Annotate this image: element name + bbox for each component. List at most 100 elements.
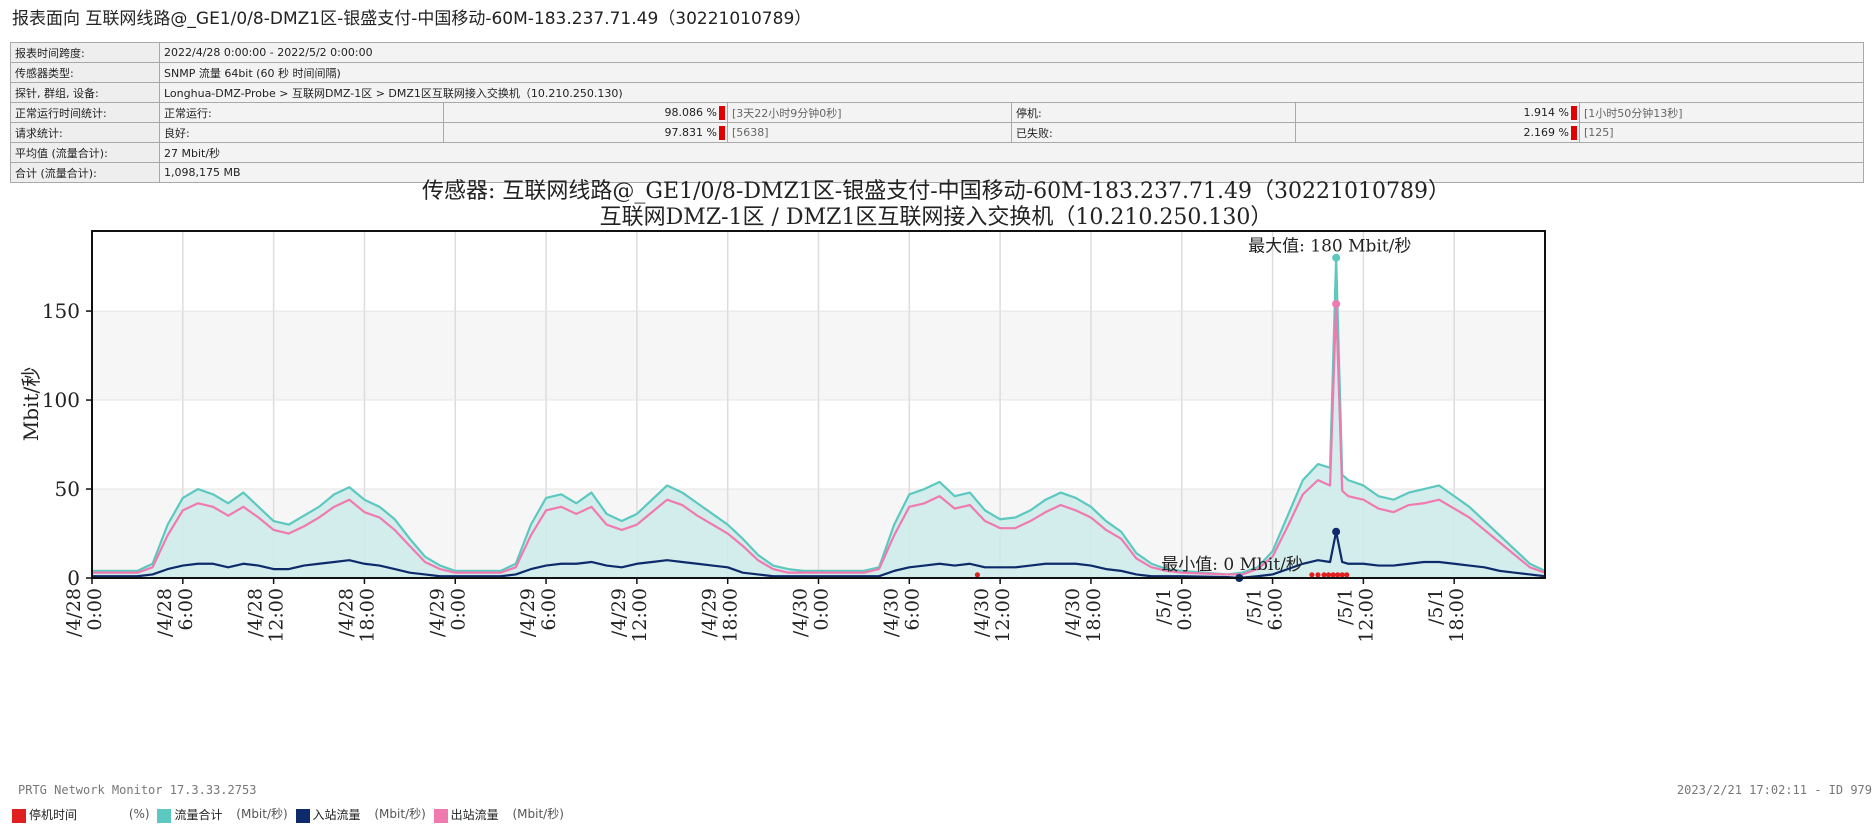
legend-label-outbound: 出站流量 [450,808,499,822]
x-tick-label-group: /4/29 12:00 [608,588,651,643]
report-info-table: 报表时间跨度: 2022/4/28 0:00:00 - 2022/5/2 0:0… [10,42,1864,183]
requests-good-pct: 97.831 % [664,125,717,139]
chart-title-line2: 互联网DMZ-1区 / DMZ1区互联网接入交换机（10.210.250.130… [599,205,1273,230]
requests-good-bar [719,125,725,140]
x-tick-label-group: /5/1 18:00 [1425,588,1468,643]
requests-fail-bar [1571,125,1577,140]
uptime-down-label: 停机: [1011,102,1296,123]
legend-item-total: 流量合计 [157,806,222,823]
x-tick-date-label: /4/29 [426,588,448,637]
x-tick-time-label: 0:00 [1174,588,1196,631]
probe-label: 探针, 群组, 设备: [10,82,160,103]
x-tick-time-label: 0:00 [84,588,106,631]
span-label: 报表时间跨度: [10,42,160,63]
x-tick-label-group: /5/1 12:00 [1334,588,1377,643]
legend-unit-inbound: (Mbit/秒) [374,807,426,821]
x-tick-label-group: /4/29 6:00 [517,588,560,637]
average-label: 平均值 (流量合计): [10,142,160,163]
downtime-marker [1325,572,1332,578]
requests-good-pct-cell: 97.831 % [443,122,728,143]
max-marker-inbound [1332,527,1341,536]
x-tick-time-label: 18:00 [1083,588,1105,643]
uptime-down-duration: [1小时50分钟13秒] [1579,102,1864,123]
y-tick-label: 150 [42,299,80,323]
uptime-down-bar [1571,105,1577,120]
chart-title-line1: 传感器: 互联网线路@_GE1/0/8-DMZ1区-银盛支付-中国移动-60M-… [422,179,1450,204]
legend-item-inbound: 入站流量 [295,806,361,823]
uptime-up-pct-cell: 98.086 % [443,102,728,123]
uptime-down-pct: 1.914 % [1523,105,1569,119]
x-tick-time-label: 12:00 [629,588,651,643]
legend-label-total: 流量合计 [174,808,223,822]
x-tick-date-label: /5/1 [1153,588,1175,625]
requests-label: 请求统计: [10,122,160,143]
x-tick-time-label: 0:00 [811,588,833,631]
x-tick-label-group: /4/28 6:00 [154,588,197,637]
x-tick-date-label: /4/29 [699,588,721,637]
x-tick-time-label: 6:00 [901,588,923,631]
chart-legend: 停机时间 (%) 流量合计 (Mbit/秒) 入站流量 (Mbit/秒) 出站流… [12,805,568,823]
x-tick-date-label: /4/29 [608,588,630,637]
x-tick-date-label: /4/28 [245,588,267,637]
legend-swatch-outbound [433,808,448,823]
x-tick-date-label: /4/30 [790,588,812,637]
x-tick-date-label: /4/28 [335,588,357,637]
x-tick-time-label: 12:00 [266,588,288,643]
x-tick-time-label: 12:00 [1355,588,1377,643]
y-tick-label: 100 [42,388,80,412]
x-tick-label-group: /4/30 18:00 [1062,588,1105,643]
type-label: 传感器类型: [10,62,160,83]
downtime-marker [1330,572,1336,578]
legend-unit-downtime: (%) [128,807,150,821]
downtime-marker [974,572,981,578]
x-tick-time-label: 18:00 [356,588,378,643]
downtime-marker [1321,572,1327,578]
x-tick-time-label: 12:00 [992,588,1014,643]
downtime-marker [1309,572,1315,578]
info-row-span: 报表时间跨度: 2022/4/28 0:00:00 - 2022/5/2 0:0… [10,42,1864,63]
downtime-marker [1335,572,1341,578]
requests-fail-label: 已失败: [1011,122,1296,143]
x-tick-date-label: /4/30 [1062,588,1084,637]
x-tick-date-label: /4/30 [880,588,902,637]
x-tick-time-label: 18:00 [1446,588,1468,643]
uptime-label: 正常运行时间统计: [10,102,160,123]
requests-fail-pct: 2.169 % [1523,125,1569,139]
x-tick-label-group: /4/28 12:00 [245,588,288,643]
max-annotation-label: 最大值: 180 Mbit/秒 [1248,237,1411,257]
legend-swatch-downtime [12,808,26,823]
total-label: 合计 (流量合计): [10,162,160,183]
legend-swatch-inbound [295,808,310,823]
report-title: 报表面向 互联网线路@_GE1/0/8-DMZ1区-银盛支付-中国移动-60M-… [12,9,812,29]
legend-unit-outbound: (Mbit/秒) [512,807,564,821]
footer-timestamp: 2023/2/21 17:02:11 - ID 979 [1676,783,1872,797]
downtime-marker [1339,572,1345,578]
x-tick-label-group: /5/1 6:00 [1244,588,1287,631]
uptime-down-pct-cell: 1.914 % [1295,102,1580,123]
x-tick-date-label: /4/30 [971,588,993,637]
x-tick-date-label: /5/1 [1425,588,1447,625]
x-tick-label-group: /4/30 6:00 [880,588,923,637]
y-axis-label: Mbit/秒 [19,367,43,441]
legend-item-outbound: 出站流量 [433,806,499,823]
x-tick-date-label: /4/28 [154,588,176,637]
legend-swatch-total [157,808,172,823]
uptime-up-duration: [3天22小时9分钟0秒] [727,102,1012,123]
footer-version: PRTG Network Monitor 17.3.33.2753 [18,783,257,797]
x-tick-time-label: 0:00 [447,588,469,631]
x-tick-time-label: 6:00 [1265,588,1287,631]
y-tick-label: 50 [55,477,80,501]
x-tick-date-label: /5/1 [1244,588,1266,625]
x-tick-date-label: /5/1 [1334,588,1356,625]
x-tick-date-label: /4/29 [517,588,539,637]
max-marker-total [1332,253,1341,262]
uptime-up-pct: 98.086 % [664,105,717,119]
info-row-type: 传感器类型: SNMP 流量 64bit (60 秒 时间间隔) [10,62,1864,83]
x-tick-label-group: /5/1 0:00 [1153,588,1196,631]
legend-unit-total: (Mbit/秒) [236,807,288,821]
info-row-probe: 探针, 群组, 设备: Longhua-DMZ-Probe > 互联网DMZ-1… [10,82,1864,103]
info-row-total: 合计 (流量合计): 1,098,175 MB [10,162,1864,183]
x-tick-label-group: /4/30 12:00 [971,588,1014,643]
legend-label-inbound: 入站流量 [312,808,361,822]
